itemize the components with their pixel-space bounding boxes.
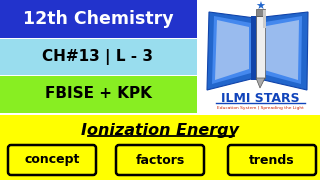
- FancyBboxPatch shape: [116, 145, 204, 175]
- Polygon shape: [259, 16, 302, 84]
- Text: factors: factors: [135, 154, 185, 166]
- Text: 12th Chemistry: 12th Chemistry: [23, 10, 173, 28]
- Text: Education System | Spreading the Light: Education System | Spreading the Light: [217, 106, 303, 110]
- Bar: [256, 9, 265, 16]
- Polygon shape: [207, 12, 255, 90]
- Text: CH#13 | L - 3: CH#13 | L - 3: [43, 49, 154, 65]
- Text: Ionization Energy: Ionization Energy: [81, 123, 239, 138]
- Bar: [0, 115, 320, 180]
- FancyBboxPatch shape: [8, 145, 96, 175]
- Polygon shape: [251, 16, 259, 80]
- Text: ★: ★: [255, 2, 265, 12]
- Text: concept: concept: [24, 154, 80, 166]
- Bar: [0, 39, 197, 75]
- Bar: [0, 76, 197, 113]
- Bar: [256, 16, 265, 78]
- Bar: [0, 0, 197, 38]
- Bar: [0, 0, 320, 115]
- Text: ILMI STARS: ILMI STARS: [221, 93, 299, 105]
- Polygon shape: [212, 16, 251, 84]
- Polygon shape: [261, 20, 299, 80]
- FancyBboxPatch shape: [228, 145, 316, 175]
- Polygon shape: [255, 12, 308, 90]
- Polygon shape: [215, 20, 249, 80]
- Polygon shape: [256, 78, 265, 88]
- Text: FBISE + KPK: FBISE + KPK: [44, 87, 151, 102]
- Text: trends: trends: [249, 154, 295, 166]
- Bar: [263, 10, 266, 28]
